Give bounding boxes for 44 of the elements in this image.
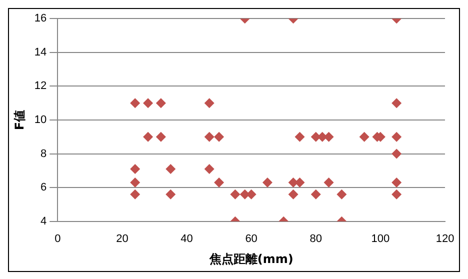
point [204,132,214,142]
point [392,178,402,188]
point [204,98,214,108]
point [288,189,298,200]
point [294,132,305,142]
x-axis-title: 焦点距離(mm) [208,252,294,266]
point [359,132,370,142]
x-tick-label: 0 [54,233,61,246]
point [130,164,140,174]
point [392,189,402,200]
point [130,98,140,108]
y-tick-label: 6 [40,182,47,194]
y-tick-label: 14 [34,46,47,58]
point [392,98,402,108]
x-tick-label: 120 [436,233,454,246]
point [143,98,154,108]
point [262,178,272,188]
x-tick-label: 80 [310,233,322,246]
x-tick-label: 60 [245,233,258,246]
y-tick-label: 12 [34,80,47,92]
y-tick-label: 16 [34,12,47,25]
point [324,178,334,188]
point [230,189,240,200]
point [392,132,402,142]
point [310,189,321,200]
x-tick-label: 20 [116,233,128,246]
x-tick-label: 100 [371,233,390,246]
point [336,189,347,200]
point [166,189,176,200]
y-tick-label: 10 [34,114,47,126]
point [130,178,140,188]
point [214,178,224,188]
point [392,148,402,159]
point [204,164,214,174]
point [143,132,154,142]
point [214,132,224,142]
y-axis-title: F値 [12,110,26,130]
point [156,98,166,108]
y-tick-label: 4 [40,215,47,228]
x-tick-label: 40 [180,233,193,246]
point [130,189,140,200]
point [156,132,166,142]
point [166,164,176,174]
y-tick-label: 8 [40,148,47,160]
